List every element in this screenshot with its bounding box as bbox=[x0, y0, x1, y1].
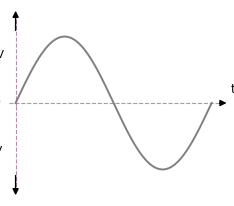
Text: +V: +V bbox=[0, 50, 5, 60]
Text: t: t bbox=[231, 83, 234, 96]
Text: –V: –V bbox=[0, 146, 3, 156]
